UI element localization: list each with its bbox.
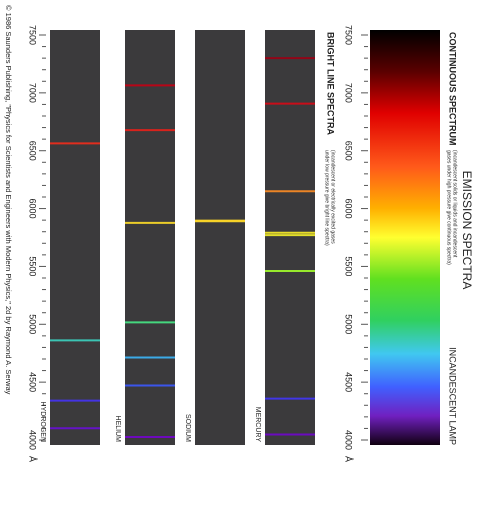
title: EMISSION SPECTRA — [460, 171, 474, 290]
spectrum-strip — [50, 30, 100, 445]
spectrum-strip — [125, 30, 175, 445]
tick-label: 4500 — [344, 372, 354, 392]
tick-label: 5000 — [344, 314, 354, 334]
tick-label: 6500 — [28, 141, 38, 161]
continuous-label: CONTINUOUS SPECTRUM — [448, 32, 458, 146]
bright-line-label: BRIGHT LINE SPECTRA — [326, 32, 336, 136]
rotated-figure: EMISSION SPECTRA CONTINUOUS SPECTRUM (in… — [4, 5, 474, 462]
spectrum-strip — [195, 30, 245, 445]
tick-label: 6500 — [344, 141, 354, 161]
tick-label: 7500 — [28, 25, 38, 45]
element-label: MERCURY — [254, 407, 261, 443]
element-label: HYDROGEN — [39, 402, 46, 442]
element-label: SODIUM — [184, 414, 191, 442]
tick-label: 7500 — [344, 25, 354, 45]
tick-label: 4500 — [28, 372, 38, 392]
axis-unit: Å — [344, 456, 354, 462]
tick-label: 6000 — [28, 199, 38, 219]
spectrum-strip — [265, 30, 315, 445]
continuous-spectrum — [370, 30, 440, 445]
axis-unit: Å — [28, 456, 38, 462]
tick-label: 6000 — [344, 199, 354, 219]
tick-label: 5000 — [28, 314, 38, 334]
tick-label: 7000 — [28, 83, 38, 103]
tick-label: 5500 — [28, 256, 38, 276]
figure: EMISSION SPECTRA CONTINUOUS SPECTRUM (in… — [0, 0, 482, 508]
bright-line-note: under low pressure give bright line spec… — [324, 150, 330, 246]
element-label: HELIUM — [114, 416, 121, 443]
tick-label: 4000 — [344, 430, 354, 450]
tick-label: 4000 — [28, 430, 38, 450]
tick-label: 5500 — [344, 256, 354, 276]
continuous-note: gases under high pressure give continuou… — [446, 150, 452, 265]
credit: © 1986 Saunders Publishing, "Physics for… — [4, 5, 13, 395]
tick-label: 7000 — [344, 83, 354, 103]
source-label: INCANDESCENT LAMP — [448, 347, 458, 445]
